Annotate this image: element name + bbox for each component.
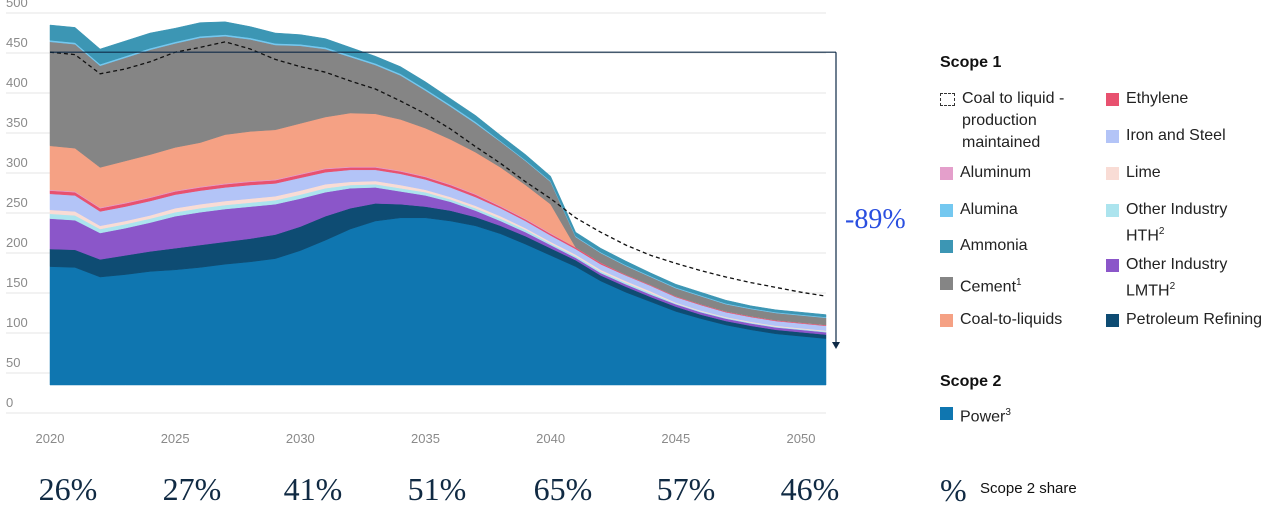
y-tick-label: 0 [6,395,13,410]
legend-label: Other Industry LMTH2 [1126,256,1228,300]
y-tick-label: 250 [6,195,28,210]
legend-label: Other Industry HTH2 [1126,201,1228,245]
legend-heading: Scope 2 [940,373,1002,390]
x-axis-ticks: 2020 2025 2030 2035 2040 2045 2050 [36,431,816,446]
y-tick-label: 150 [6,275,28,290]
legend-swatch [1106,204,1119,217]
x-tick-label: 2050 [787,431,816,446]
scope2-share-row: 26% 27% 41% 51% 65% 57% 46% [39,471,840,506]
legend-item-other-industry-lmth: Other Industry LMTH2 [1106,256,1227,302]
x-tick-label: 2045 [661,431,690,446]
area-ammonia [49,21,827,318]
y-tick-label: 50 [6,355,20,370]
legend-swatch [1106,93,1119,106]
legend-label: Iron and Steel [1126,127,1226,144]
y-tick-label: 350 [6,115,28,130]
legend-label: Aluminum [960,164,1032,181]
legend-swatch [940,167,953,180]
legend-item-lime: Lime [1106,164,1161,184]
scope2-share-value: 27% [163,471,222,506]
scope2-share-value: 57% [657,471,716,506]
legend-item-cement: Cement1 [940,274,1022,298]
legend-label: Coal-to-liquids [960,311,1063,328]
legend-swatch [1106,259,1119,272]
legend-label: Cement1 [960,277,1022,296]
legend-label: Power3 [960,407,1011,426]
y-tick-label: 100 [6,315,28,330]
x-tick-label: 2040 [536,431,565,446]
scope2-share-value: 65% [534,471,593,506]
scope2-share-value: 41% [284,471,343,506]
y-tick-label: 300 [6,155,28,170]
legend-item-alumina: Alumina [940,201,1018,221]
legend-swatch [940,240,953,253]
scope2-share-value: 46% [781,471,840,506]
legend-item-aluminum: Aluminum [940,164,1031,184]
legend-label: Lime [1126,164,1161,181]
share-unit-label: % [940,472,967,508]
y-axis-ticks: 0 50 100 150 200 250 300 350 400 450 500 [6,0,28,410]
arrow-head [832,342,840,349]
scope2-share-value: 26% [39,471,98,506]
scope2-share-value: 51% [408,471,467,506]
legend-item-ammonia: Ammonia [940,237,1028,257]
legend-item-other-industry-hth: Other Industry HTH2 [1106,201,1227,247]
y-tick-label: 450 [6,35,28,50]
y-tick-label: 400 [6,75,28,90]
legend-item-power: Power3 [940,404,1011,428]
legend-label: Petroleum Refining [1126,311,1263,328]
legend-item-ethylene: Ethylene [1106,90,1188,110]
stacked-areas [49,21,827,386]
share-axis-label: Scope 2 share [980,480,1077,497]
legend-label: Ammonia [960,237,1028,254]
legend-swatch [1106,167,1119,180]
counterfactual-overlay [49,41,840,349]
legend-item-petroleum-refining: Petroleum Refining [1106,311,1262,331]
legend-swatch [940,407,953,420]
legend-swatch [940,204,953,217]
legend-item-coal-to-liquid-production-maintained: Coal to liquid - production maintained [940,90,1064,154]
x-tick-label: 2030 [286,431,315,446]
x-tick-label: 2020 [36,431,65,446]
legend-swatch [1106,130,1119,143]
x-tick-label: 2035 [411,431,440,446]
legend-label: Coal to liquid - production maintained [962,90,1065,151]
counterfactual-line [49,41,827,297]
legend-swatch [1106,314,1119,327]
legend-heading: Scope 1 [940,54,1002,71]
y-tick-label: 200 [6,235,28,250]
reduction-annotation: -89% [845,204,906,235]
x-tick-label: 2025 [161,431,190,446]
legend-swatch [940,93,955,106]
legend-item-coal-to-liquids: Coal-to-liquids [940,311,1062,331]
legend-item-iron-and-steel: Iron and Steel [1106,127,1226,147]
y-tick-label: 500 [6,0,28,10]
legend-label: Alumina [960,201,1018,218]
legend-swatch [940,277,953,290]
legend-swatch [940,314,953,327]
legend-label: Ethylene [1126,90,1189,107]
